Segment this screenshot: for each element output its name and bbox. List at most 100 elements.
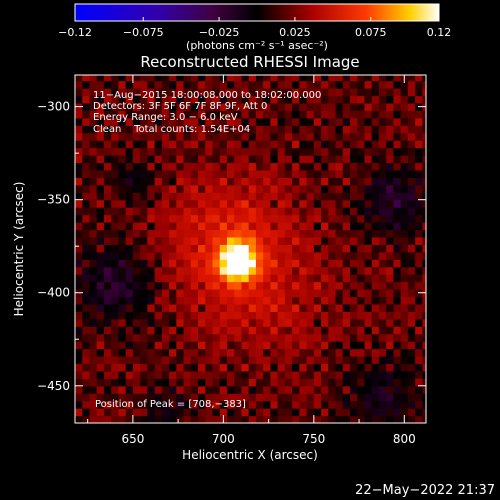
heatmap-cell	[125, 408, 134, 417]
heatmap-cell	[118, 125, 127, 134]
heatmap-cell	[248, 75, 257, 82]
heatmap-cell	[415, 259, 423, 268]
heatmap-cell	[241, 326, 250, 335]
heatmap-cell	[422, 341, 426, 350]
heatmap-cell	[400, 318, 409, 327]
heatmap-cell	[357, 326, 366, 335]
heatmap-cell	[350, 155, 358, 164]
heatmap-cell	[82, 75, 91, 82]
heatmap-cell	[147, 378, 156, 387]
heatmap-cell	[342, 400, 351, 409]
heatmap-cell	[154, 147, 163, 156]
heatmap-cell	[169, 125, 177, 134]
heatmap-cell	[407, 125, 416, 134]
heatmap-cell	[248, 363, 257, 372]
heatmap-cell	[255, 184, 264, 193]
heatmap-cell	[255, 266, 264, 275]
heatmap-cell	[313, 207, 322, 216]
heatmap-cell	[364, 125, 373, 134]
heatmap-cell	[183, 348, 192, 357]
heatmap-cell	[241, 229, 250, 238]
heatmap-cell	[205, 147, 214, 156]
heatmap-cell	[147, 155, 156, 164]
heatmap-cell	[248, 333, 257, 342]
heatmap-cell	[154, 132, 163, 141]
heatmap-cell	[415, 147, 423, 156]
heatmap-cell	[147, 102, 156, 111]
heatmap-cell	[378, 318, 387, 327]
heatmap-cell	[328, 311, 337, 320]
heatmap-cell	[89, 140, 98, 149]
heatmap-cell	[386, 378, 395, 387]
heatmap-cell	[350, 88, 358, 97]
heatmap-cell	[270, 318, 279, 327]
heatmap-cell	[183, 95, 192, 104]
heatmap-cell	[198, 155, 206, 164]
heatmap-cell	[292, 117, 300, 126]
heatmap-cell	[407, 147, 416, 156]
heatmap-cell	[147, 296, 156, 305]
heatmap-cell	[125, 400, 134, 409]
heatmap-cell	[393, 363, 402, 372]
heatmap-cell	[226, 184, 235, 193]
heatmap-cell	[299, 125, 308, 134]
heatmap-cell	[255, 214, 264, 223]
heatmap-cell	[386, 274, 395, 283]
heatmap-cell	[75, 326, 83, 335]
heatmap-cell	[205, 155, 214, 164]
heatmap-cell	[321, 117, 329, 126]
heatmap-cell	[169, 385, 177, 394]
heatmap-cell	[270, 296, 279, 305]
heatmap-cell	[407, 132, 416, 141]
heatmap-cell	[342, 169, 351, 178]
heatmap-cell	[415, 251, 423, 260]
heatmap-cell	[154, 303, 163, 312]
heatmap-cell	[350, 214, 358, 223]
heatmap-cell	[277, 95, 286, 104]
heatmap-cell	[292, 266, 300, 275]
heatmap-cell	[234, 162, 243, 171]
heatmap-cell	[378, 117, 387, 126]
heatmap-cell	[386, 229, 395, 238]
heatmap-cell	[270, 236, 279, 245]
heatmap-cell	[111, 75, 120, 82]
heatmap-cell	[342, 147, 351, 156]
heatmap-cell	[415, 281, 423, 290]
heatmap-cell	[407, 80, 416, 89]
heatmap-cell	[82, 393, 91, 402]
heatmap-cell	[263, 75, 271, 82]
heatmap-cell	[226, 214, 235, 223]
heatmap-cell	[371, 177, 380, 186]
heatmap-cell	[183, 169, 192, 178]
heatmap-cell	[357, 289, 366, 298]
heatmap-cell	[299, 169, 308, 178]
heatmap-cell	[96, 415, 105, 423]
heatmap-cell	[132, 281, 141, 290]
heatmap-cell	[371, 251, 380, 260]
heatmap-cell	[161, 229, 170, 238]
heatmap-cell	[277, 341, 286, 350]
heatmap-cell	[328, 274, 337, 283]
heatmap-cell	[350, 341, 358, 350]
heatmap-cell	[277, 222, 286, 231]
heatmap-cell	[350, 95, 358, 104]
heatmap-cell	[183, 318, 192, 327]
heatmap-cell	[306, 251, 315, 260]
heatmap-cell	[277, 214, 286, 223]
heatmap-cell	[335, 400, 344, 409]
heatmap-cell	[125, 147, 134, 156]
heatmap-cell	[284, 415, 293, 423]
heatmap-cell	[219, 192, 228, 201]
heatmap-cell	[183, 400, 192, 409]
heatmap-cell	[82, 281, 91, 290]
heatmap-cell	[234, 222, 243, 231]
heatmap-cell	[96, 378, 105, 387]
heatmap-cell	[263, 236, 271, 245]
heatmap-cell	[147, 348, 156, 357]
heatmap-cell	[350, 400, 358, 409]
heatmap-cell	[248, 140, 257, 149]
heatmap-cell	[226, 88, 235, 97]
heatmap-cell	[219, 214, 228, 223]
heatmap-cell	[270, 408, 279, 417]
heatmap-cell	[118, 140, 127, 149]
